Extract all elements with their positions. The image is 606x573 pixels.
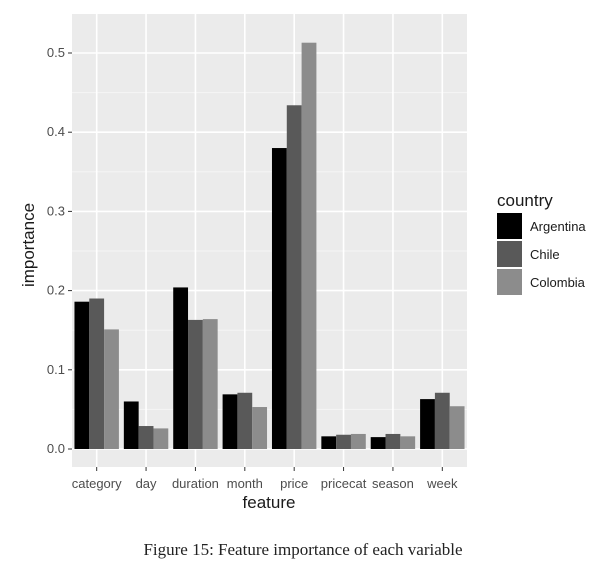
- legend: country Argentina Chile Colombia: [497, 191, 586, 295]
- legend-key-chile: [497, 241, 522, 267]
- bar-colombia-price: [301, 42, 317, 449]
- bar-argentina-duration: [173, 287, 189, 449]
- y-axis: 0.0 0.1 0.2 0.3 0.4 0.5: [47, 45, 72, 456]
- bar-colombia-month: [252, 407, 268, 449]
- y-axis-label: importance: [19, 203, 38, 287]
- bar-chile-price: [286, 105, 302, 449]
- bar-chile-duration: [188, 319, 203, 449]
- x-tick-label: season: [372, 476, 414, 491]
- legend-title: country: [497, 191, 553, 210]
- y-tick-label: 0.0: [47, 441, 65, 456]
- bar-argentina-day: [123, 401, 139, 449]
- x-axis-label: feature: [243, 493, 296, 512]
- bar-argentina-week: [420, 399, 435, 449]
- bar-chile-pricecat: [336, 434, 351, 449]
- feature-importance-chart: 0.0 0.1 0.2 0.3 0.4 0.5 category day duration mo…: [19, 14, 586, 512]
- x-tick-label: duration: [172, 476, 219, 491]
- legend-label-argentina: Argentina: [530, 219, 586, 234]
- y-tick-label: 0.1: [47, 362, 65, 377]
- bar-colombia-week: [449, 406, 465, 449]
- y-tick-label: 0.3: [47, 203, 65, 218]
- bar-chile-day: [138, 426, 154, 449]
- x-tick-label: month: [227, 476, 263, 491]
- y-tick-label: 0.5: [47, 45, 65, 60]
- x-tick-label: week: [426, 476, 458, 491]
- y-tick-label: 0.2: [47, 283, 65, 298]
- bar-argentina-season: [370, 437, 386, 449]
- grid-minor: [72, 92, 467, 410]
- x-axis: category day duration month price pricecat sea…: [72, 467, 458, 491]
- bar-chile-season: [385, 433, 401, 449]
- bar-colombia-pricecat: [350, 433, 366, 449]
- x-tick-label: category: [72, 476, 122, 491]
- x-tick-label: day: [136, 476, 157, 491]
- legend-key-argentina: [497, 213, 522, 239]
- bar-argentina-pricecat: [321, 436, 337, 449]
- bars: [74, 42, 465, 450]
- bar-colombia-season: [400, 436, 416, 449]
- bar-argentina-category: [74, 301, 90, 449]
- bar-colombia-duration: [202, 319, 218, 449]
- bar-argentina-price: [271, 148, 287, 450]
- bar-argentina-month: [222, 394, 238, 449]
- bar-colombia-category: [104, 329, 119, 449]
- legend-key-colombia: [497, 269, 522, 295]
- bar-colombia-day: [153, 428, 169, 449]
- bar-chile-month: [237, 392, 253, 449]
- figure-caption: Figure 15: Feature importance of each va…: [143, 540, 463, 559]
- bar-chile-week: [434, 392, 450, 449]
- legend-label-colombia: Colombia: [530, 275, 586, 290]
- plot-panel: [72, 14, 467, 467]
- legend-label-chile: Chile: [530, 247, 560, 262]
- x-tick-label: pricecat: [321, 476, 367, 491]
- x-tick-label: price: [280, 476, 308, 491]
- y-tick-label: 0.4: [47, 124, 65, 139]
- bar-chile-category: [89, 298, 105, 449]
